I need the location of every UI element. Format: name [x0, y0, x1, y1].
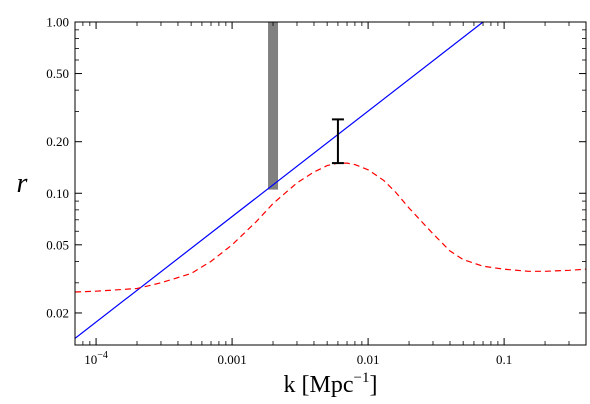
- y-tick-label: 0.20: [46, 134, 69, 149]
- plot-frame: [74, 21, 587, 346]
- plot-marks: [75, 22, 586, 339]
- x-axis-label-text: k [Mpc: [284, 372, 354, 398]
- x-tick-label: 10−4: [84, 350, 108, 367]
- x-tick-label: 0.001: [217, 352, 246, 367]
- y-tick-label: 0.50: [46, 66, 69, 81]
- error-bar-0: [331, 118, 344, 165]
- y-tick-label: 0.10: [46, 186, 69, 201]
- x-axis-ticks: 10−4 0.001 0.01 0.1: [74, 22, 587, 367]
- x-tick-label: 0.1: [496, 352, 512, 367]
- y-axis-ticks: 0.02 0.05 0.10 0.20 0.50 1.00: [46, 15, 586, 320]
- dashed-curve-series-1: [75, 162, 586, 293]
- x-axis-label-close: ]: [369, 372, 377, 398]
- constraint-band-0: [268, 22, 279, 190]
- y-tick-label: 0.02: [46, 305, 69, 320]
- x-axis-label-exponent: −1: [354, 370, 370, 386]
- y-tick-label: 1.00: [46, 15, 69, 30]
- x-tick-label: 0.01: [357, 352, 380, 367]
- y-axis-label: r: [17, 168, 28, 199]
- x-axis-label: k [Mpc−1]: [284, 370, 378, 398]
- solid-line-series-0: [75, 22, 484, 339]
- y-tick-label: 0.05: [46, 237, 69, 252]
